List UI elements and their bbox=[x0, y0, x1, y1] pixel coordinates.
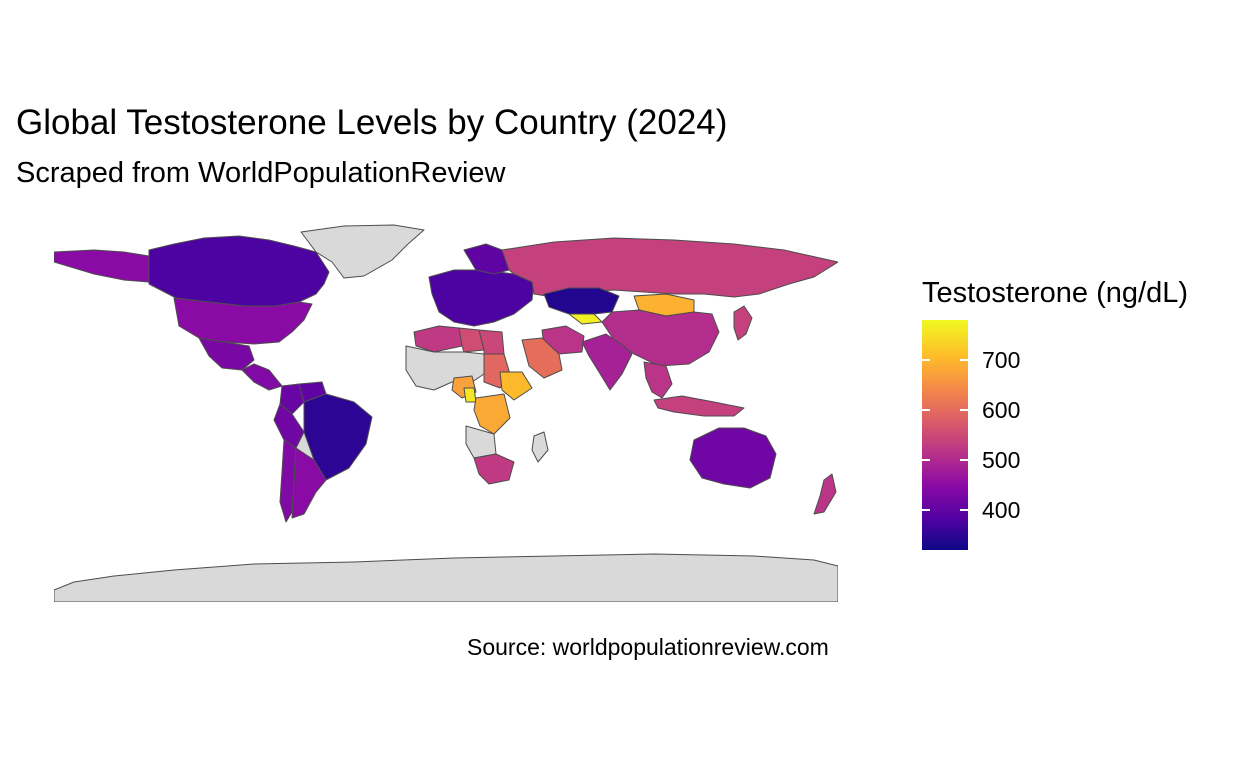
region-dr-congo bbox=[473, 393, 511, 435]
colorbar bbox=[922, 320, 968, 550]
region-china bbox=[601, 309, 720, 367]
legend-tick-label: 700 bbox=[982, 347, 1021, 373]
chart-subtitle: Scraped from WorldPopulationReview bbox=[16, 157, 506, 189]
region-canada bbox=[148, 235, 330, 307]
region-russia bbox=[501, 237, 838, 299]
chart-title: Global Testosterone Levels by Country (2… bbox=[16, 103, 728, 142]
region-antarctica bbox=[54, 553, 838, 602]
region-saudi-arabia bbox=[521, 337, 563, 379]
source-caption: Source: worldpopulationreview.com bbox=[467, 634, 829, 660]
legend-tick-label: 400 bbox=[982, 497, 1021, 523]
region-alaska bbox=[54, 249, 150, 283]
region-ghana bbox=[463, 387, 477, 403]
region-north-africa bbox=[413, 325, 463, 353]
region-mexico bbox=[198, 337, 255, 371]
region-greenland bbox=[300, 224, 425, 279]
region-uzbekistan bbox=[568, 313, 603, 325]
legend-tick-label: 600 bbox=[982, 397, 1021, 423]
region-europe bbox=[428, 269, 535, 327]
region-india bbox=[581, 333, 633, 391]
region-indonesia bbox=[653, 395, 745, 417]
region-argentina bbox=[291, 447, 327, 519]
region-madagascar bbox=[531, 431, 549, 463]
region-kazakhstan bbox=[543, 287, 620, 315]
region-central-america bbox=[241, 363, 283, 391]
region-australia bbox=[689, 427, 777, 489]
region-ethiopia bbox=[499, 371, 533, 401]
region-colombia bbox=[279, 383, 305, 415]
legend-title: Testosterone (ng/dL) bbox=[922, 277, 1188, 309]
region-japan bbox=[733, 305, 753, 341]
region-libya bbox=[458, 327, 485, 353]
region-new-zealand bbox=[813, 473, 837, 515]
world-map bbox=[54, 224, 838, 602]
legend-tick-label: 500 bbox=[982, 447, 1021, 473]
region-south-africa bbox=[473, 453, 515, 485]
region-southeast-asia bbox=[643, 361, 673, 399]
